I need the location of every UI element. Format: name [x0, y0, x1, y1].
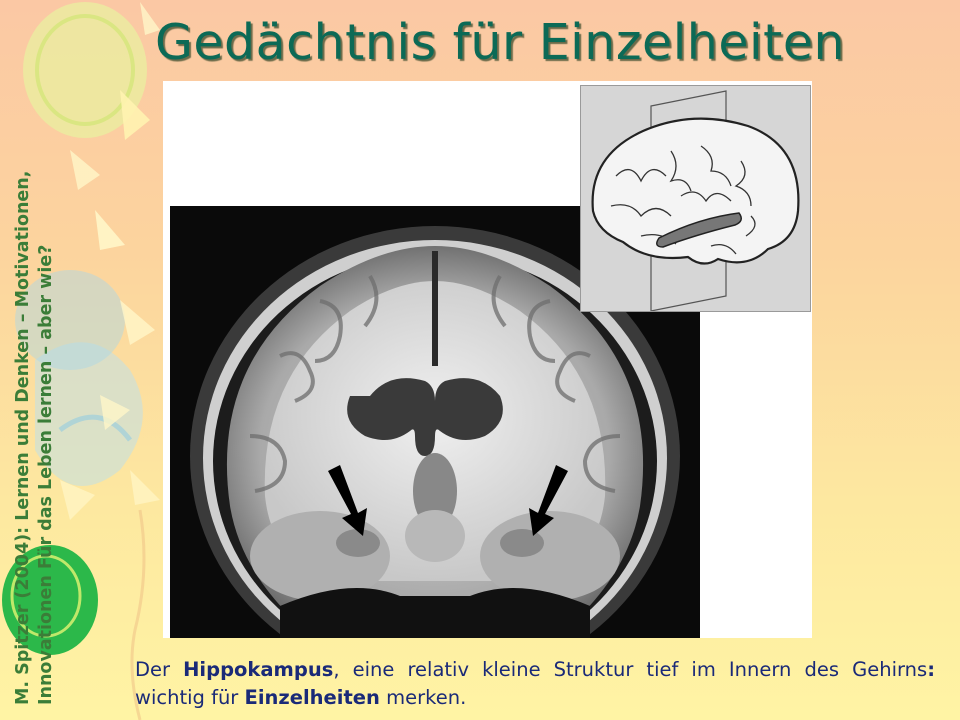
sidebar-citation: M. Spitzer (2004): Lernen und Denken – M…	[12, 25, 58, 705]
caption-colon: :	[927, 658, 935, 681]
caption-part: Der	[135, 658, 184, 681]
balloon-decoration	[2, 2, 160, 720]
brain-figure	[163, 81, 812, 638]
slide-title: Gedächtnis für Einzelheiten	[154, 14, 846, 71]
caption-text: Der Hippokampus, eine relativ kleine Str…	[135, 656, 935, 712]
caption-part: , eine relativ kleine Struktur tief im I…	[333, 658, 928, 681]
sidebar-line-1: M. Spitzer (2004): Lernen und Denken – M…	[13, 170, 33, 705]
caption-term-hippokampus: Hippokampus	[183, 658, 334, 681]
brain-diagram	[580, 85, 811, 312]
caption-part: merken.	[379, 686, 467, 709]
mri-brain-scan	[170, 206, 700, 638]
caption-term-einzelheiten: Einzelheiten	[244, 686, 380, 709]
sidebar-line-2: Innovationen Für das Leben lernen – aber…	[36, 244, 56, 705]
caption-part: wichtig für	[135, 686, 245, 709]
arrow-icon	[328, 465, 568, 536]
